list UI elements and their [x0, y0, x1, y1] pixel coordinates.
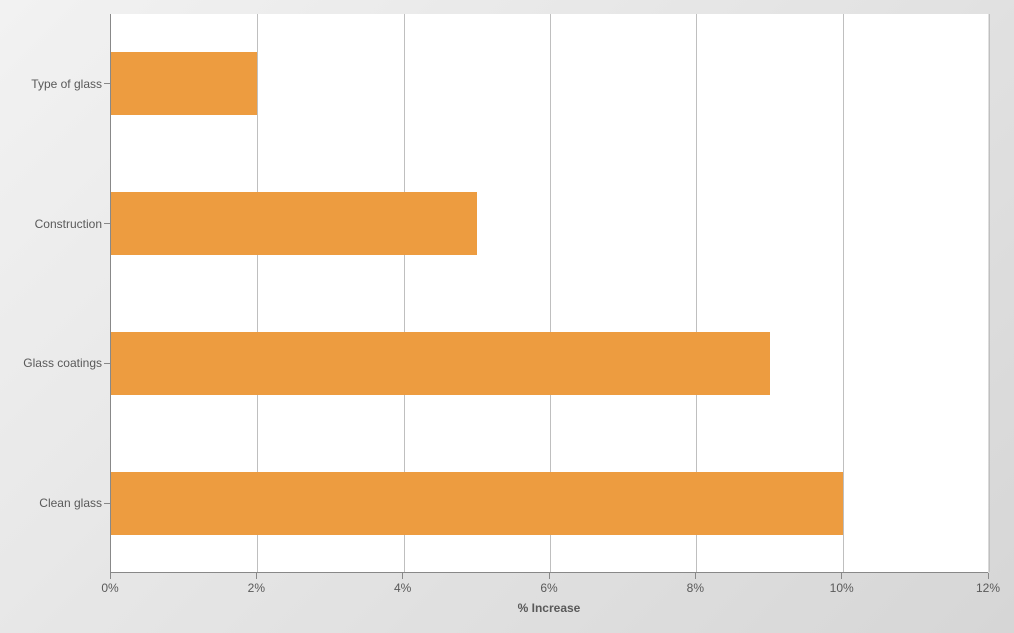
plot-area	[110, 14, 988, 573]
x-tick-label: 4%	[394, 581, 411, 595]
x-tick-label: 2%	[248, 581, 265, 595]
x-gridline	[989, 14, 990, 572]
y-tick-label: Clean glass	[6, 496, 102, 510]
x-tick-mark	[695, 573, 696, 579]
y-tick-label: Type of glass	[6, 77, 102, 91]
bar	[111, 332, 770, 395]
x-tick-mark	[549, 573, 550, 579]
x-tick-mark	[988, 573, 989, 579]
bar	[111, 472, 843, 535]
x-tick-mark	[841, 573, 842, 579]
x-tick-label: 8%	[687, 581, 704, 595]
x-tick-label: 10%	[830, 581, 854, 595]
bar	[111, 52, 257, 115]
x-tick-mark	[256, 573, 257, 579]
y-tick-label: Construction	[6, 217, 102, 231]
x-axis-title: % Increase	[110, 601, 988, 615]
y-tick-mark	[104, 363, 110, 364]
y-tick-mark	[104, 223, 110, 224]
x-tick-label: 0%	[101, 581, 118, 595]
x-gridline	[843, 14, 844, 572]
x-tick-mark	[110, 573, 111, 579]
x-tick-mark	[402, 573, 403, 579]
bar-chart-container: % Increase 0% 2% 4% 6% 8% 10% 12% Type of glass…	[0, 0, 1014, 633]
y-tick-mark	[104, 503, 110, 504]
x-tick-label: 6%	[540, 581, 557, 595]
x-tick-label: 12%	[976, 581, 1000, 595]
bar	[111, 192, 477, 255]
y-tick-label: Glass coatings	[6, 356, 102, 370]
y-tick-mark	[104, 83, 110, 84]
